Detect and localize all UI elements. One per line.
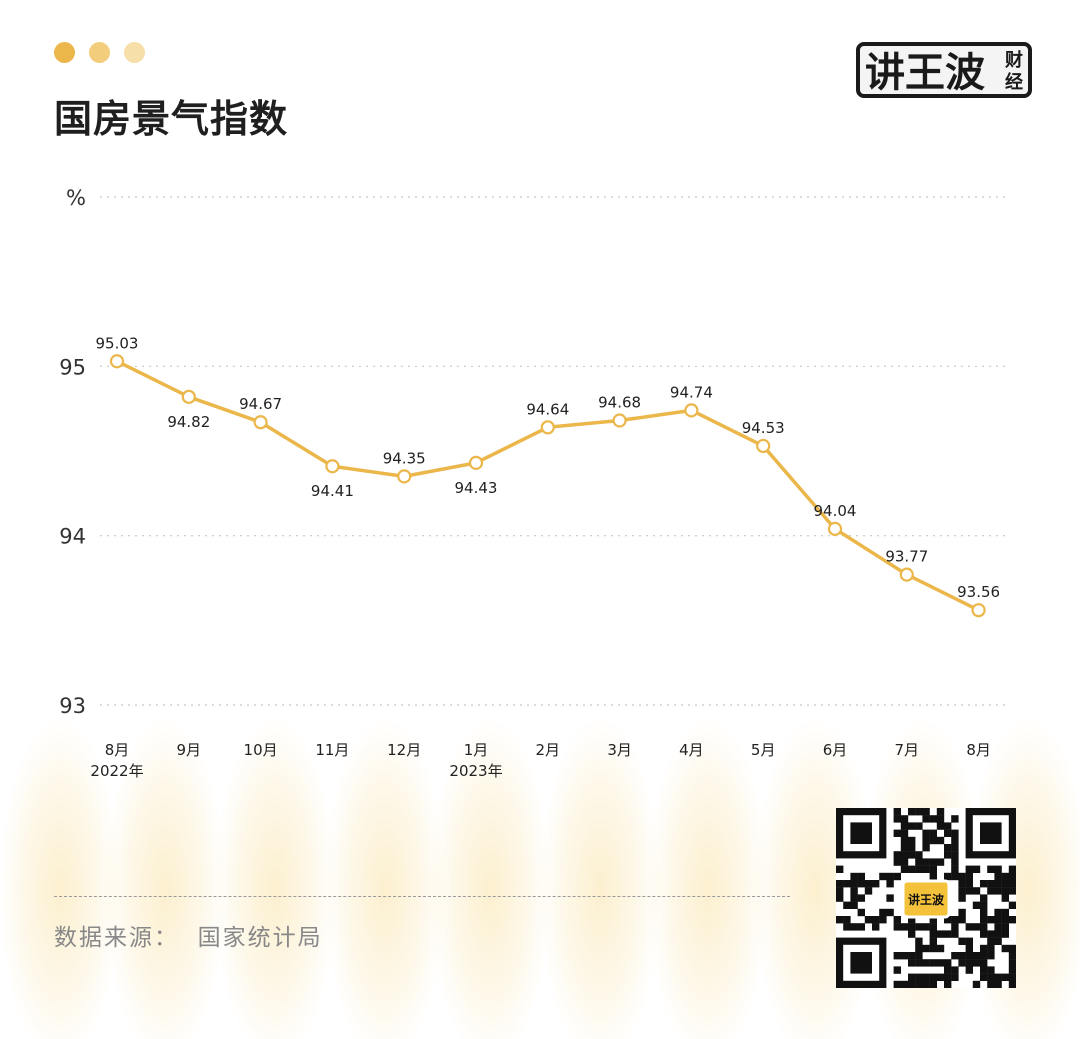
logo-sub-text-2: 经 — [1005, 71, 1023, 93]
data-point — [325, 459, 340, 474]
data-point — [827, 521, 843, 536]
data-label: 94.82 — [167, 413, 210, 431]
data-label: 94.04 — [814, 502, 857, 520]
data-label: 94.64 — [526, 400, 569, 418]
x-tick-sublabel: 2022年 — [90, 762, 143, 780]
x-tick-label: 4月 — [679, 741, 704, 759]
data-label: 94.68 — [598, 394, 641, 412]
data-label: 94.53 — [742, 419, 785, 437]
data-label: 94.67 — [239, 395, 282, 413]
data-point — [684, 403, 699, 418]
data-point — [468, 455, 484, 470]
decor-dot-1 — [54, 42, 75, 63]
data-point — [756, 438, 771, 454]
y-unit-label: % — [66, 186, 86, 210]
data-point — [181, 389, 196, 404]
line-chart: 95.03 94.82 94.67 94.41 94.35 94.43 94.64 94.68… — [59, 186, 1005, 780]
x-tick-label: 1月 — [464, 741, 489, 759]
y-tick-label: 94 — [59, 525, 86, 549]
data-label: 93.77 — [885, 548, 928, 566]
x-tick-label: 3月 — [607, 741, 632, 759]
x-tick-label: 2月 — [536, 741, 561, 759]
source-value: 国家统计局 — [197, 925, 323, 951]
data-point — [253, 415, 268, 430]
data-point — [971, 603, 986, 618]
data-point — [397, 469, 412, 484]
y-tick-label: 95 — [59, 355, 86, 379]
qr-finder-pattern — [965, 808, 1016, 859]
data-label: 93.56 — [957, 583, 1000, 601]
source-label: 数据来源： — [54, 925, 179, 951]
qr-code[interactable]: 讲王波 — [836, 808, 1016, 988]
data-point — [540, 420, 555, 435]
qr-finder-pattern — [836, 808, 887, 859]
data-point — [899, 567, 914, 582]
qr-center-badge — [901, 879, 951, 919]
brand-logo: 讲王波 财 经 — [856, 42, 1032, 98]
data-point — [109, 354, 125, 369]
logo-main-text: 讲王波 — [865, 50, 985, 96]
x-tick-label: 10月 — [244, 741, 278, 759]
qr-badge-text: 讲王波 — [908, 892, 945, 907]
data-label: 94.74 — [670, 383, 713, 401]
logo-sub-text-1: 财 — [1005, 49, 1023, 71]
footer-divider — [54, 896, 790, 897]
x-tick-label: 12月 — [387, 741, 421, 759]
qr-finder-pattern — [836, 937, 887, 988]
data-point — [612, 413, 627, 428]
x-tick-label: 8月 — [966, 741, 991, 759]
x-tick-sublabel: 2023年 — [449, 762, 502, 780]
data-label: 95.03 — [96, 334, 139, 352]
decor-dot-3 — [124, 42, 145, 63]
data-label: 94.35 — [383, 449, 426, 467]
x-tick-label: 11月 — [315, 741, 349, 759]
page-title: 国房景气指数 — [54, 97, 289, 141]
x-tick-label: 8月 — [105, 741, 130, 759]
data-label: 94.43 — [455, 479, 498, 497]
decor-dot-2 — [89, 42, 110, 63]
y-tick-label: 93 — [59, 694, 86, 718]
x-tick-label: 6月 — [823, 741, 848, 759]
x-tick-label: 7月 — [895, 741, 920, 759]
data-label: 94.41 — [311, 482, 354, 500]
x-tick-label: 9月 — [177, 741, 202, 759]
x-tick-label: 5月 — [751, 741, 776, 759]
data-source: 数据来源： 国家统计局 — [54, 918, 323, 952]
